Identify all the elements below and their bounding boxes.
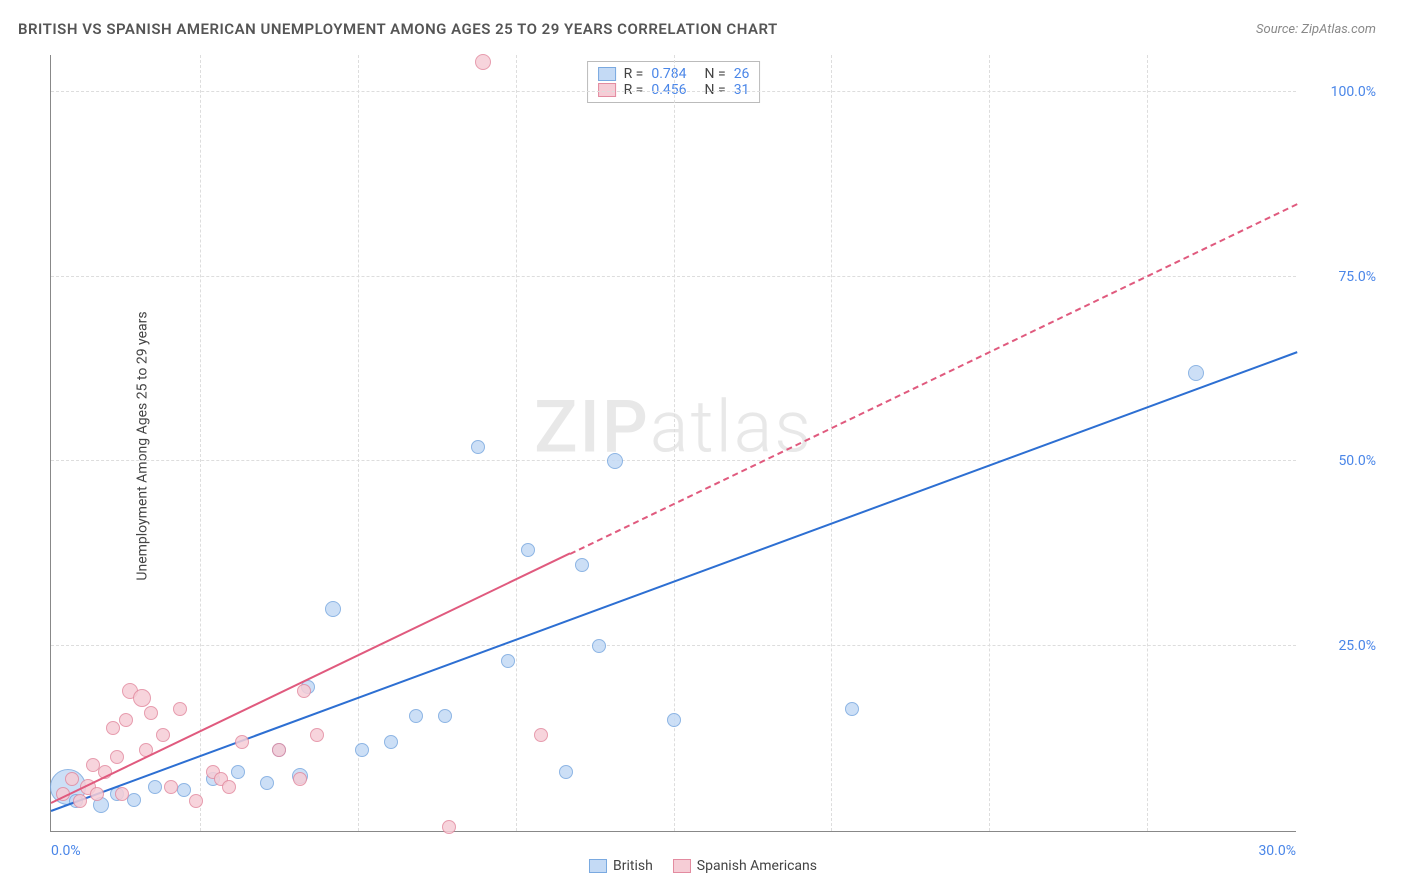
data-point (384, 735, 398, 749)
y-tick-label: 100.0% (1306, 84, 1376, 100)
data-point (592, 639, 606, 653)
data-point (90, 787, 104, 801)
data-point (235, 735, 249, 749)
legend-r-value: 0.784 (651, 66, 686, 82)
gridline-v (200, 55, 201, 831)
legend-swatch (598, 67, 616, 81)
data-point (73, 794, 87, 808)
data-point (438, 709, 452, 723)
legend-label: British (613, 858, 653, 874)
data-point (148, 780, 162, 794)
data-point (189, 794, 203, 808)
data-point (310, 728, 324, 742)
data-point (231, 765, 245, 779)
data-point (260, 776, 274, 790)
legend-n-label: N = (705, 66, 726, 82)
trend-line (51, 553, 571, 805)
data-point (575, 558, 589, 572)
data-point (119, 713, 133, 727)
data-point (667, 713, 681, 727)
legend-label: Spanish Americans (697, 858, 817, 874)
data-point (133, 689, 151, 707)
data-point (442, 820, 456, 834)
trend-line (570, 203, 1298, 554)
data-point (521, 543, 535, 557)
legend-item: British (589, 858, 653, 874)
source-attribution: Source: ZipAtlas.com (1256, 22, 1376, 37)
data-point (173, 702, 187, 716)
data-point (272, 743, 286, 757)
gridline-v (831, 55, 832, 831)
data-point (177, 783, 191, 797)
data-point (501, 654, 515, 668)
gridline-v (516, 55, 517, 831)
legend-n-value: 26 (734, 66, 750, 82)
legend-swatch (589, 859, 607, 873)
data-point (293, 772, 307, 786)
data-point (156, 728, 170, 742)
legend-item: Spanish Americans (673, 858, 817, 874)
data-point (297, 684, 311, 698)
data-point (106, 721, 120, 735)
data-point (115, 787, 129, 801)
data-point (845, 702, 859, 716)
data-point (1188, 365, 1204, 381)
data-point (110, 750, 124, 764)
data-point (127, 793, 141, 807)
data-point (559, 765, 573, 779)
gridline-v (989, 55, 990, 831)
y-tick-label: 75.0% (1306, 269, 1376, 285)
data-point (164, 780, 178, 794)
legend-swatch (673, 859, 691, 873)
gridline-v (358, 55, 359, 831)
chart-title: BRITISH VS SPANISH AMERICAN UNEMPLOYMENT… (18, 20, 778, 38)
data-point (355, 743, 369, 757)
legend-r-label: R = (624, 66, 644, 82)
data-point (65, 772, 79, 786)
data-point (471, 440, 485, 454)
gridline-v (1147, 55, 1148, 831)
data-point (475, 54, 491, 70)
data-point (534, 728, 548, 742)
plot-area: ZIPatlas R =0.784N =26R =0.456N =31 25.0… (50, 55, 1296, 832)
data-point (222, 780, 236, 794)
data-point (607, 453, 623, 469)
data-point (144, 706, 158, 720)
legend-series: British Spanish Americans (589, 858, 817, 874)
data-point (409, 709, 423, 723)
data-point (325, 601, 341, 617)
y-tick-label: 25.0% (1306, 638, 1376, 654)
x-tick-label: 30.0% (1258, 843, 1296, 859)
y-tick-label: 50.0% (1306, 453, 1376, 469)
x-tick-label: 0.0% (51, 843, 81, 859)
watermark-bold: ZIP (534, 385, 650, 470)
